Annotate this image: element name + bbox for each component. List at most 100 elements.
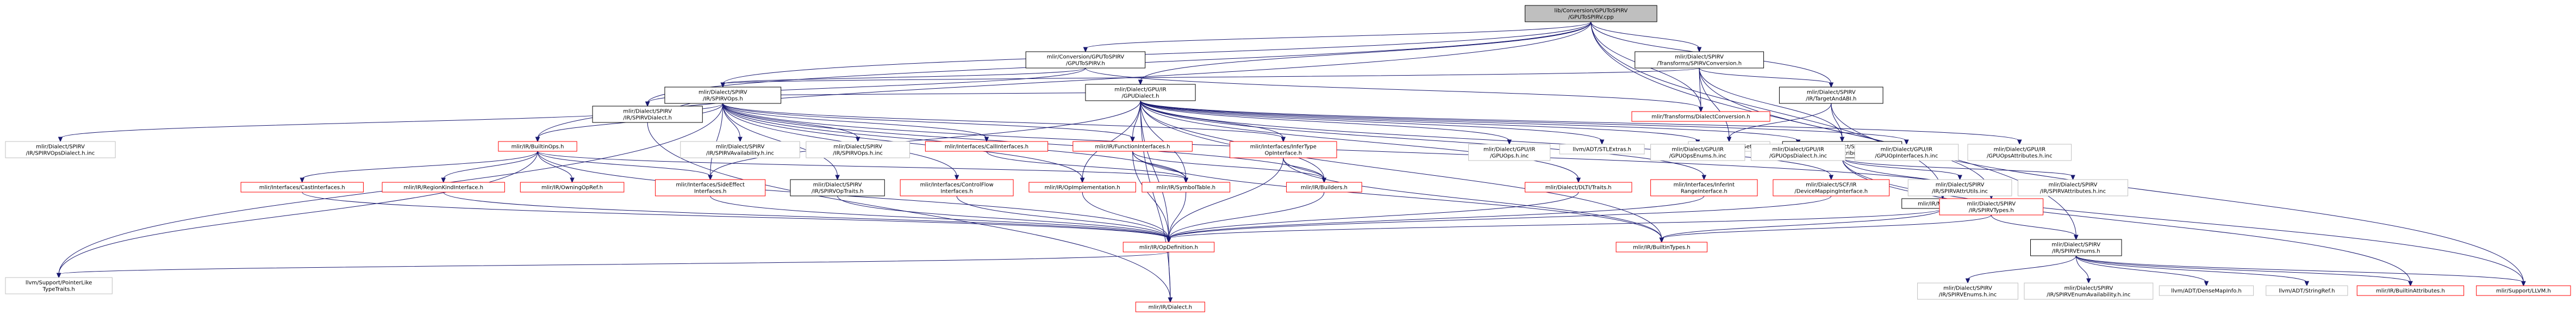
node-builtinops[interactable]: mlir/IR/BuiltinOps.h [498,141,577,152]
node-box [520,182,625,193]
node-gpuopinterfaces[interactable]: mlir/Dialect/GPU/IR/GPUOpInterfaces.h.in… [1854,144,1959,161]
node-callinterfaces[interactable]: mlir/Interfaces/CallInterfaces.h [925,141,1049,152]
node-regionkind[interactable]: mlir/IR/RegionKindInterface.h [382,182,505,193]
edge-arrowhead [2521,281,2526,287]
node-spirvconv[interactable]: mlir/Dialect/SPIRV/Transforms/SPIRVConve… [1635,51,1764,69]
node-box [382,182,505,193]
edge-spirvenums-to-supportllvm [2075,255,2524,283]
node-label: /GPUOps.h.inc [1490,153,1529,159]
node-label: /IR/SPIRVAvailability.h.inc [706,151,774,157]
edge-targetandabi-to-spirvattr [1831,103,1843,139]
node-spirvdialect[interactable]: mlir/Dialect/SPIRV/IR/SPIRVDialect.h [592,106,703,123]
edge-builtinops-to-sideeffect [537,151,711,177]
edge-gpudialect-to-dlti [1140,100,1579,180]
node-gpuopsdialect[interactable]: mlir/Dialect/GPU/IR/GPUOpsDialect.h.inc [1750,144,1846,161]
edge-gpudialect-to-gpuopinterfaces [1140,100,1907,141]
edge-spirvattr-to-builtinattr [1842,157,2411,283]
node-root[interactable]: lib/Conversion/GPUToSPIRV/GPUToSPIRV.cpp [1525,5,1657,22]
edge-arrowhead [1576,177,1581,183]
edge-dlti-to-opdefinition [1168,192,1579,239]
node-spirvattrutils[interactable]: mlir/Dialect/SPIRV/IR/SPIRVAttrUtils.inc [1907,179,2012,196]
node-label: mlir/Interfaces/InferInt [1674,182,1735,188]
node-box [1917,282,2018,300]
node-irdialect[interactable]: mlir/IR/Dialect.h [1135,301,1205,312]
node-box [2266,285,2348,296]
edge-spirvops-to-controlflow [722,103,957,177]
edge-arrowhead [1507,139,1512,145]
node-label: mlir/Dialect/SPIRV [813,182,862,188]
node-spirvenums[interactable]: mlir/Dialect/SPIRV/IR/SPIRVEnums.h [2030,239,2122,256]
node-dialectconversion[interactable]: mlir/Transforms/DialectConversion.h [1631,111,1770,122]
edge-builtinops-to-owningopref [537,151,573,180]
node-conv_h[interactable]: mlir/Conversion/GPUToSPIRV/GPUToSPIRV.h [1025,51,1146,69]
node-builtinattr[interactable]: mlir/IR/BuiltinAttributes.h [2356,285,2465,296]
node-spirvops_inc[interactable]: mlir/Dialect/SPIRV/IR/SPIRVOps.h.inc [806,141,910,158]
edge-infertype-to-opdefinition [1168,157,1284,239]
node-builtintypes[interactable]: mlir/IR/BuiltinTypes.h [1616,242,1708,253]
nodes-layer: lib/Conversion/GPUToSPIRV/GPUToSPIRV.cpp… [5,5,2571,312]
node-spirvtypes[interactable]: mlir/Dialect/SPIRV/IR/SPIRVTypes.h [1939,198,2044,216]
node-box [1559,144,1645,155]
node-spirvattr_inc[interactable]: mlir/Dialect/SPIRV/IR/SPIRVAttributes.h.… [2017,179,2129,196]
node-opdefinition[interactable]: mlir/IR/OpDefinition.h [1122,242,1215,253]
edge-castinterfaces-to-opdefinition [302,192,1169,239]
edge-inferint-to-opdefinition [1168,195,1705,239]
edge-spirvenums-to-spirvenumavail [2075,255,2089,280]
node-box [1750,144,1846,161]
edge-root-to-gpudialect [1140,21,1592,82]
node-box [925,141,1049,152]
edge-arrowhead [1080,177,1085,183]
node-stringref[interactable]: llvm/ADT/StringRef.h [2266,285,2348,296]
node-box [2024,282,2154,300]
node-builders[interactable]: mlir/IR/Builders.h [1286,182,1362,193]
edge-spirvops-to-spirvtypes [722,103,1992,196]
node-label: mlir/Dialect/SPIRV [1675,54,1724,60]
node-spirvavail[interactable]: mlir/Dialect/SPIRV/IR/SPIRVAvailability.… [680,141,800,158]
edge-arrowhead [2304,281,2310,287]
edge-root-to-conv_h [1085,21,1592,49]
node-dlti[interactable]: mlir/Dialect/DLTI/Traits.h [1525,182,1632,193]
node-scfdevice[interactable]: mlir/Dialect/SCF/IR/DeviceMappingInterfa… [1773,179,1890,196]
node-gpuopsenums[interactable]: mlir/Dialect/GPU/IR/GPUOpsEnums.h.inc [1650,144,1745,161]
node-box [790,179,885,196]
node-owningopref[interactable]: mlir/IR/OwningOpRef.h [520,182,625,193]
node-label: mlir/Dialect/SPIRV [2049,182,2098,188]
edge-arrowhead [1839,137,1845,143]
node-opimpl[interactable]: mlir/IR/OpImplementation.h [1028,182,1136,193]
node-spirvopsdialect_inc[interactable]: mlir/Dialect/SPIRV/IR/SPIRVOpsDialect.h.… [5,141,116,158]
node-gpuopsattr[interactable]: mlir/Dialect/GPU/IR/GPUOpsAttributes.h.i… [1967,144,2072,161]
node-spirvops[interactable]: mlir/Dialect/SPIRV/IR/SPIRVOps.h [664,87,782,104]
node-stlextras[interactable]: llvm/ADT/STLExtras.h [1559,144,1645,155]
node-spirvenumavail[interactable]: mlir/Dialect/SPIRV/IR/SPIRVEnumAvailabil… [2024,282,2154,300]
edge-gpudialect-to-sideeffect [710,100,1141,177]
node-spirvogtraits[interactable]: mlir/Dialect/SPIRV/IR/SPIRVOpTraits.h [790,179,885,196]
node-label: mlir/Dialect/SPIRV [36,144,85,150]
edge-spirvattr-to-supportllvm [1842,157,2524,283]
edge-builtinops-to-opdefinition [537,151,1169,239]
node-gpuops_inc[interactable]: mlir/Dialect/GPU/IR/GPUOps.h.inc [1468,144,1551,161]
node-funcinterfaces[interactable]: mlir/IR/FunctionInterfaces.h [1072,141,1193,152]
edge-arrowhead [56,273,61,279]
node-label: mlir/Interfaces/ControlFlow [920,182,994,188]
node-box [1286,182,1362,193]
node-gpudialect[interactable]: mlir/Dialect/GPU/IR/GPUDialect.h [1085,84,1196,101]
node-spirvenums_inc[interactable]: mlir/Dialect/SPIRV/IR/SPIRVEnums.h.inc [1917,282,2018,300]
node-label: mlir/Dialect/GPU/IR [1772,147,1824,153]
edge-gpudialect-to-symboltable [1140,100,1187,180]
node-castinterfaces[interactable]: mlir/Interfaces/CastInterfaces.h [240,182,364,193]
node-label: mlir/Dialect/SPIRV [1936,182,1985,188]
edge-gpudialect-to-inferint [1140,100,1705,177]
node-symboltable[interactable]: mlir/IR/SymbolTable.h [1142,182,1231,193]
edge-gpudialect-to-gpuopsdialect [1140,100,1799,141]
node-densemapinfo[interactable]: llvm/ADT/DenseMapInfo.h [2159,285,2254,296]
node-targetandabi[interactable]: mlir/Dialect/SPIRV/IR/TargetAndABI.h [1779,87,1883,104]
node-box [592,106,703,123]
node-supportllvm[interactable]: mlir/Support/LLVM.h [2476,285,2571,296]
edge-spirvops-to-funcinterfaces [722,103,1133,139]
